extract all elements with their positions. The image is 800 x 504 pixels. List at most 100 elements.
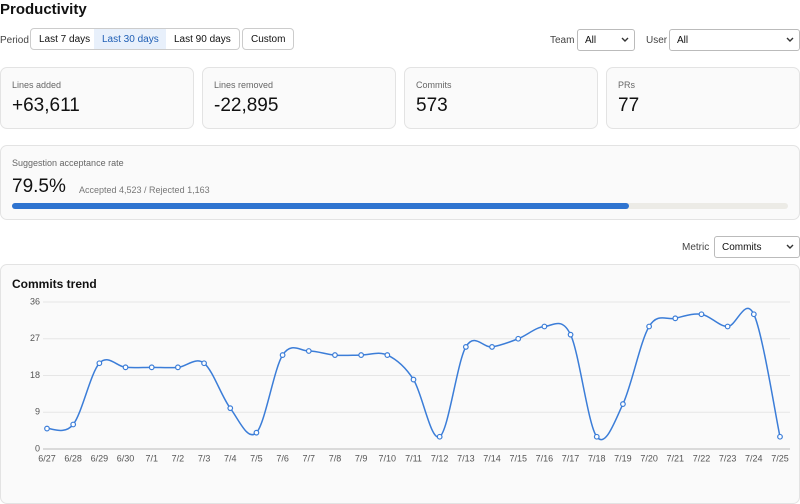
data-point: [227, 405, 234, 412]
x-tick-label: 6/30: [117, 453, 135, 463]
x-tick-label: 7/18: [588, 453, 606, 463]
data-point: [96, 360, 103, 367]
chevron: [621, 37, 629, 42]
x-tick-label: 7/5: [250, 453, 263, 463]
x-tick-label: 7/22: [693, 453, 711, 463]
period-button[interactable]: Last 7 days: [30, 28, 100, 50]
data-point: [305, 348, 312, 354]
data-point: [44, 425, 50, 432]
stat-label: Commits: [416, 80, 452, 90]
x-tick-label: 6/29: [91, 453, 109, 463]
period-label: Period: [0, 35, 29, 46]
x-tick-label: 7/8: [329, 453, 342, 463]
stat-card: PRs 77: [606, 67, 800, 129]
data-point: [358, 352, 365, 358]
chevron: [786, 244, 794, 249]
x-tick-label: 7/2: [172, 453, 185, 463]
y-tick-label: 9: [35, 407, 40, 417]
metric-select[interactable]: Commits: [714, 236, 800, 258]
team-label: Team: [550, 35, 575, 46]
x-tick-label: 7/6: [276, 453, 289, 463]
data-point: [174, 364, 181, 371]
user-value: All: [677, 35, 689, 46]
data-point: [70, 421, 77, 428]
stat-card: Lines removed -22,895: [202, 67, 396, 129]
y-tick-label: 0: [35, 443, 40, 453]
acceptance-rate: 79.5%: [12, 176, 66, 197]
chevron: [786, 37, 794, 42]
x-tick-label: 7/14: [483, 453, 501, 463]
data-point: [698, 311, 705, 318]
x-tick-label: 6/27: [38, 453, 56, 463]
x-tick-label: 7/24: [745, 453, 763, 463]
data-point: [672, 315, 679, 322]
page-title: Productivity: [0, 1, 87, 18]
metric-label: Metric: [682, 242, 710, 253]
data-point: [201, 360, 207, 367]
period-button[interactable]: Last 90 days: [166, 28, 240, 50]
data-point: [724, 323, 731, 330]
stat-value: +63,611: [12, 95, 80, 116]
x-tick-label: 7/25: [771, 453, 789, 463]
x-tick-label: 7/20: [640, 453, 658, 463]
stat-value: 77: [618, 95, 640, 116]
y-tick-label: 27: [30, 333, 40, 343]
period-button[interactable]: Custom: [242, 28, 295, 50]
user-label: User: [646, 35, 668, 46]
x-tick-label: 7/10: [379, 453, 397, 463]
data-point: [253, 429, 260, 436]
data-point: [279, 352, 286, 358]
x-tick-label: 7/7: [303, 453, 316, 463]
acceptance-card: Suggestion acceptance rate 79.5% Accepte…: [0, 145, 800, 220]
team-select[interactable]: All: [577, 29, 635, 51]
data-point: [384, 352, 391, 358]
data-point: [777, 433, 783, 440]
chart: 0 9 18 27 36 6/27 6/28 6/29 6/30 7/1 7/2 7/3 7/4 7/5 7…: [30, 296, 790, 463]
x-tick-label: 7/3: [198, 453, 211, 463]
stat-label: PRs: [618, 80, 636, 90]
data-point: [462, 344, 469, 350]
x-tick-label: 7/4: [224, 453, 237, 463]
x-tick-label: 7/23: [719, 453, 737, 463]
y-tick-label: 18: [30, 370, 40, 380]
data-point: [332, 352, 338, 358]
progress-track: [12, 203, 788, 209]
x-tick-label: 7/17: [562, 453, 580, 463]
x-tick-label: 7/15: [509, 453, 527, 463]
stat-value: 573: [416, 95, 448, 116]
metric-value: Commits: [722, 242, 762, 253]
data-point: [541, 323, 548, 330]
x-tick-label: 7/19: [614, 453, 632, 463]
x-tick-label: 7/9: [355, 453, 368, 463]
data-point: [750, 311, 757, 318]
team-value: All: [585, 35, 597, 46]
x-tick-label: 7/16: [536, 453, 554, 463]
data-point: [515, 335, 522, 342]
trend-line: [46, 307, 781, 441]
x-tick-label: 7/1: [145, 453, 158, 463]
x-tick-label: 6/28: [64, 453, 82, 463]
data-point: [122, 364, 129, 371]
x-tick-label: 7/21: [667, 453, 685, 463]
data-point: [436, 433, 443, 440]
data-point: [593, 433, 600, 440]
data-point: [567, 331, 574, 338]
x-tick-label: 7/12: [431, 453, 449, 463]
x-tick-label: 7/11: [405, 453, 422, 463]
x-tick-label: 7/13: [457, 453, 475, 463]
stat-label: Lines added: [12, 80, 62, 90]
chart-card: Commits trend: [0, 264, 800, 504]
acceptance-label: Suggestion acceptance rate: [12, 158, 124, 168]
stat-label: Lines removed: [214, 80, 274, 90]
user-select[interactable]: All: [669, 29, 800, 51]
data-point: [148, 364, 155, 371]
stat-card: Lines added +63,611: [0, 67, 194, 129]
data-point: [489, 344, 495, 350]
stat-value: -22,895: [214, 95, 279, 116]
period-button[interactable]: Last 30 days: [94, 28, 168, 50]
data-point: [620, 401, 626, 407]
data-point: [646, 323, 653, 330]
stat-card: Commits 573: [404, 67, 598, 129]
acceptance-detail: Accepted 4,523 / Rejected 1,163: [79, 185, 210, 195]
